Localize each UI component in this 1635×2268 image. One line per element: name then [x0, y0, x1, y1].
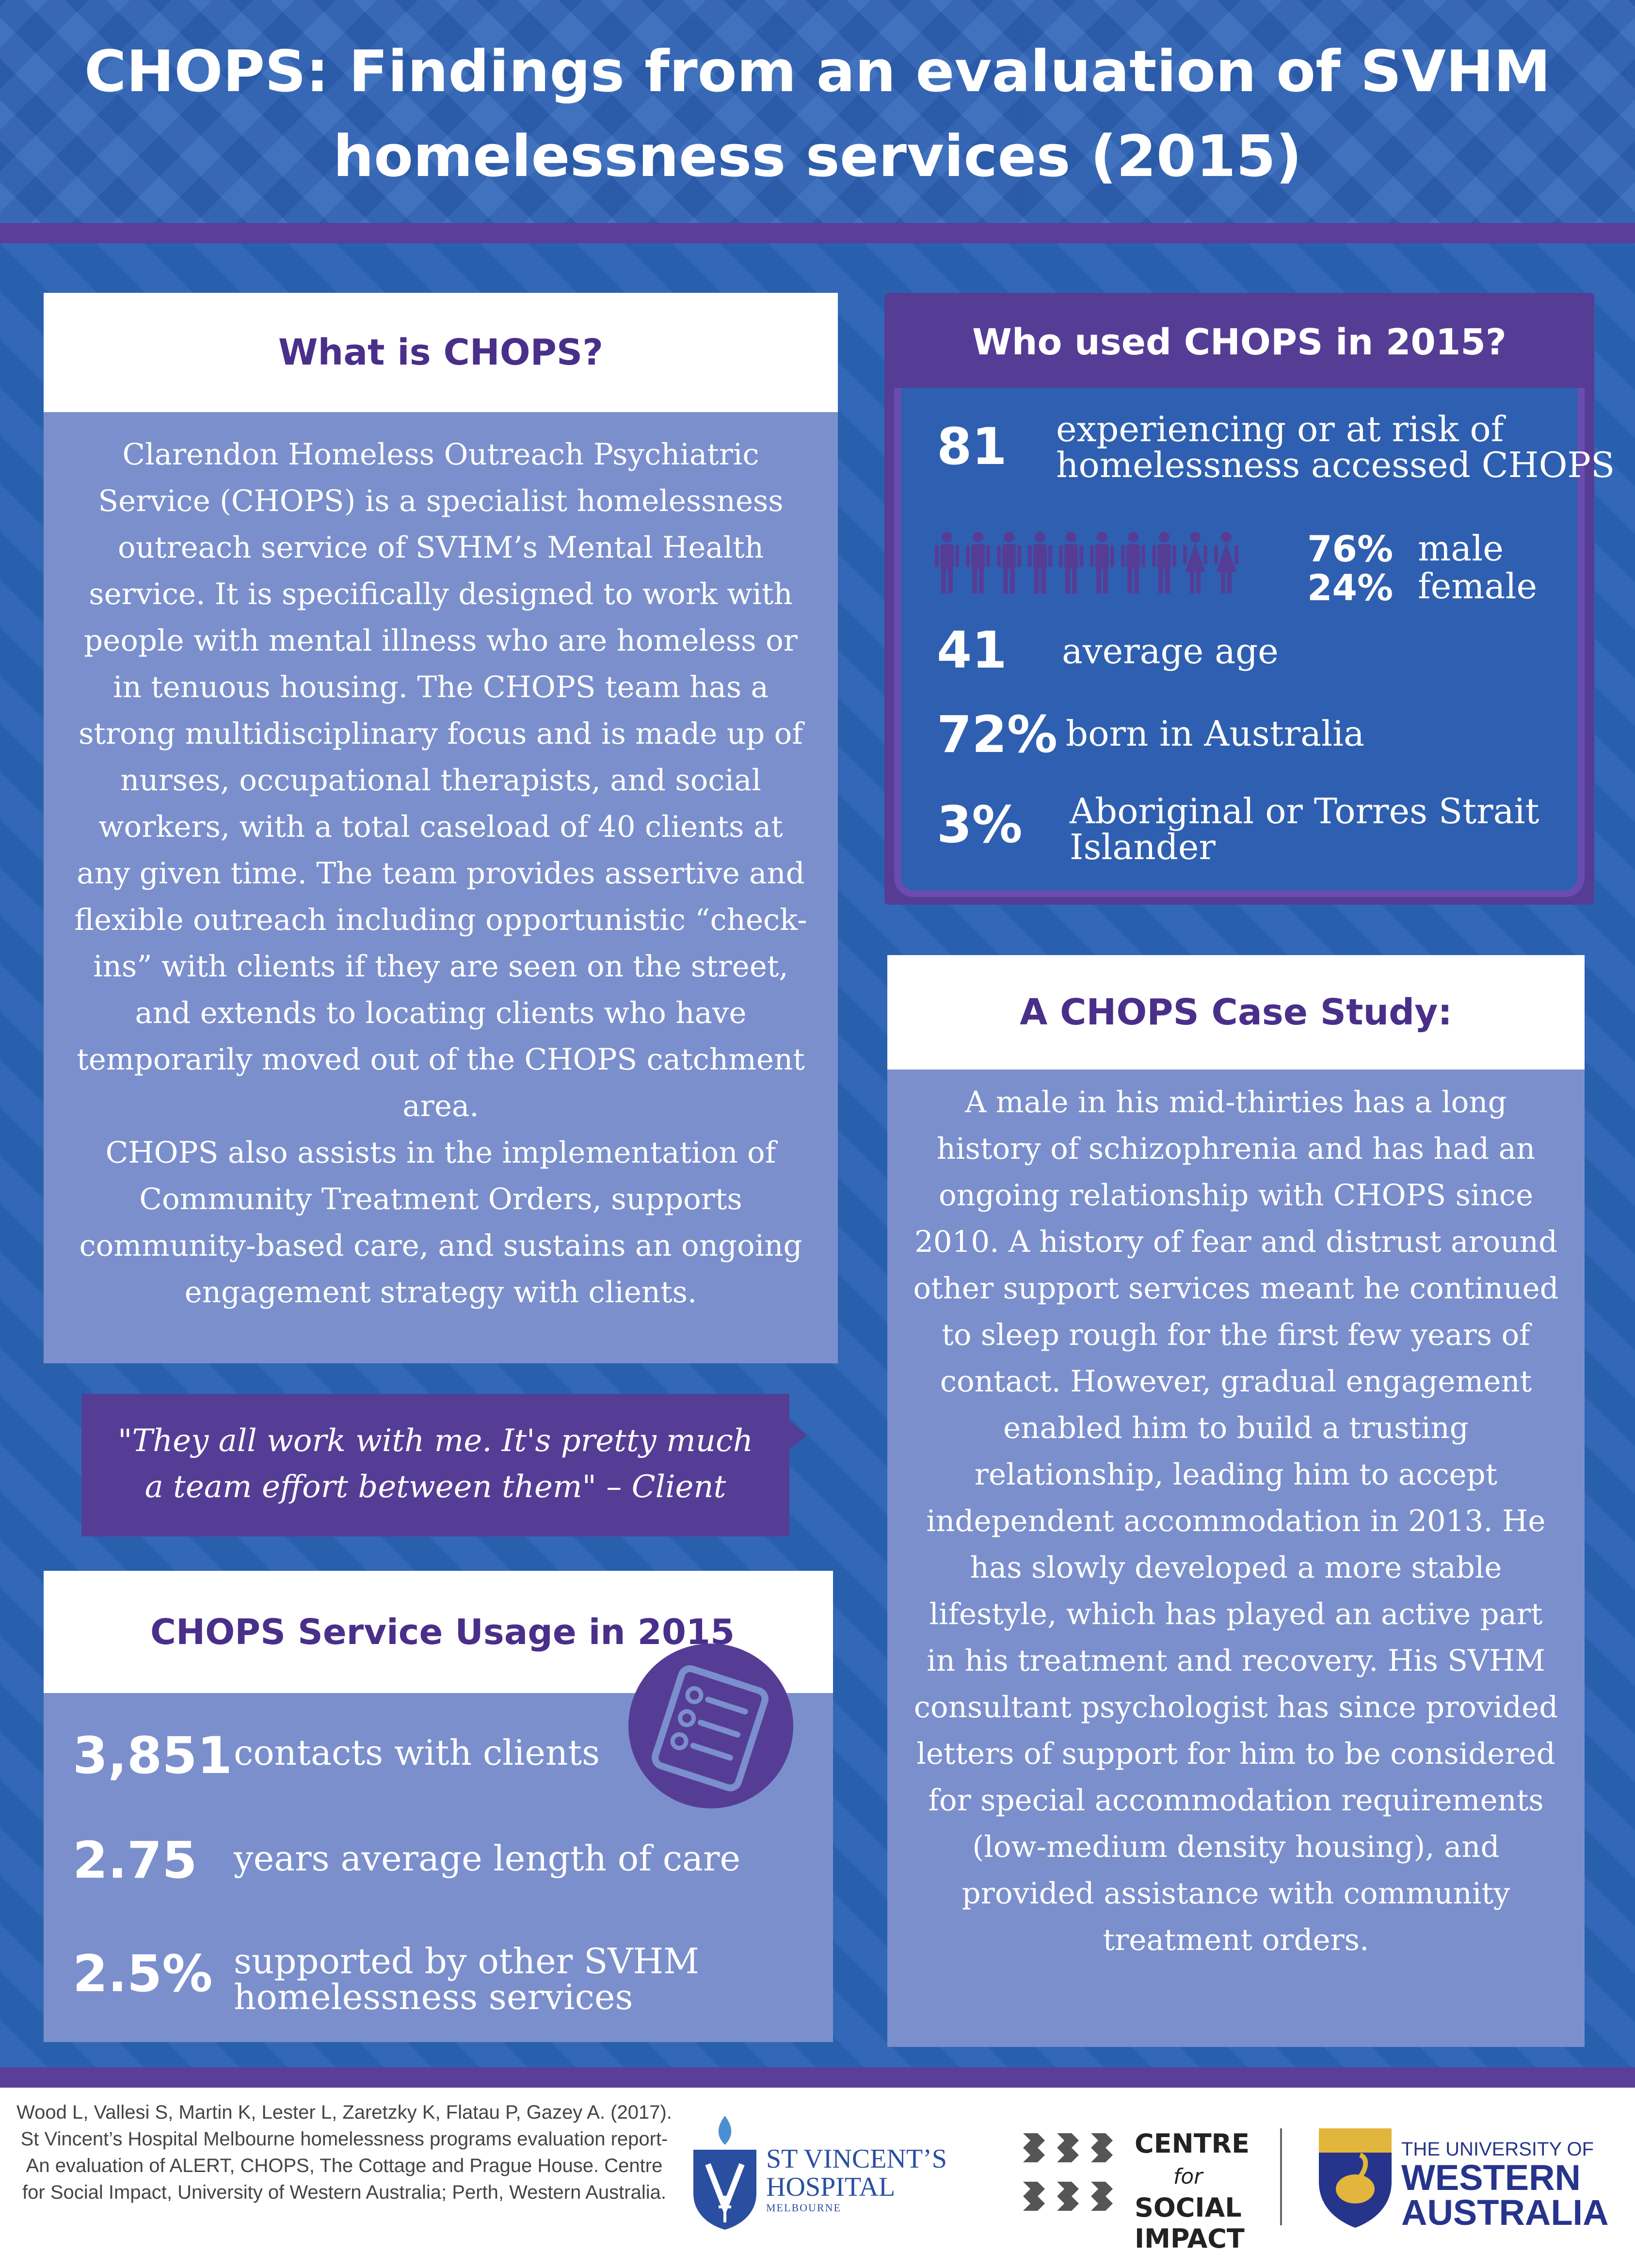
male-figure-icon	[935, 532, 959, 593]
age-value: 41	[937, 621, 1007, 680]
csi-line-4: IMPACT	[1135, 2223, 1245, 2254]
usage-contacts-label: contacts with clients	[234, 1732, 600, 1773]
uwa-line-2: WESTERN	[1401, 2157, 1581, 2198]
csi-line-3: SOCIAL	[1135, 2192, 1242, 2223]
usage-heading: CHOPS Service Usage in 2015	[150, 1612, 735, 1652]
what-is-panel: Clarendon Homeless Outreach Psychiatric …	[44, 412, 838, 1363]
female-pct: 24%	[1307, 567, 1394, 609]
who-used-panel	[894, 388, 1585, 897]
total-value: 81	[937, 417, 1007, 476]
quote-pointer	[789, 1421, 807, 1450]
logo-divider	[1280, 2128, 1282, 2225]
usage-supported-label-1: supported by other SVHM	[234, 1941, 699, 1981]
header-divider	[0, 223, 1635, 243]
uwa-crest-icon	[1319, 2128, 1392, 2228]
case-study-panel: A male in his mid-thirties has a long hi…	[887, 1070, 1585, 2047]
usage-supported-value: 2.5%	[73, 1944, 213, 2003]
header-banner	[0, 0, 1635, 223]
svhm-logo: ST VINCENT’S HOSPITAL MELBOURNE	[689, 2111, 960, 2232]
svhm-crest-icon	[693, 2116, 756, 2230]
total-label: experiencing or at risk of homelessness …	[1056, 411, 1615, 483]
svhm-line-2: HOSPITAL	[766, 2172, 896, 2202]
total-label-1: experiencing or at risk of	[1056, 409, 1504, 449]
checklist-icon	[628, 1644, 793, 1808]
client-quote-box: "They all work with me. It's pretty much…	[81, 1394, 789, 1536]
footer-divider	[0, 2067, 1635, 2088]
female-figure-icon	[1183, 532, 1207, 593]
case-study-heading: A CHOPS Case Study:	[1020, 991, 1452, 1033]
csi-grid-icon	[1023, 2133, 1113, 2211]
quote-line-2: a team effort between them" – Client	[144, 1469, 726, 1505]
atsi-label-2: Islander	[1070, 827, 1216, 867]
atsi-value: 3%	[937, 795, 1023, 854]
title-line-1: CHOPS: Findings from an evaluation of SV…	[84, 38, 1551, 105]
uwa-line-3: AUSTRALIA	[1401, 2192, 1609, 2233]
svhm-line-1: ST VINCENT’S	[766, 2144, 947, 2174]
usage-care-label: years average length of care	[234, 1838, 741, 1879]
born-value: 72%	[937, 705, 1058, 764]
csi-line-2: for	[1173, 2164, 1203, 2189]
age-label: average age	[1062, 631, 1279, 671]
uwa-logo: THE UNIVERSITY OF WESTERN AUSTRALIA	[1314, 2124, 1615, 2235]
svhm-line-3: MELBOURNE	[766, 2202, 841, 2214]
usage-care-value: 2.75	[73, 1831, 197, 1890]
csi-logo: CENTRE for SOCIAL IMPACT	[1018, 2128, 1280, 2254]
atsi-label-1: Aboriginal or Torres Strait	[1070, 791, 1539, 831]
citation: Wood L, Vallesi S, Martin K, Lester L, Z…	[16, 2102, 672, 2203]
what-is-heading-box: What is CHOPS?	[44, 293, 838, 412]
case-study-heading-box: A CHOPS Case Study:	[887, 955, 1585, 1070]
who-used-heading: Who used CHOPS in 2015?	[972, 321, 1507, 363]
usage-supported-label: supported by other SVHM homelessness ser…	[234, 1943, 699, 2015]
what-is-body-2: CHOPS also assists in the implementation…	[79, 1135, 802, 1310]
usage-supported-label-2: homelessness services	[234, 1977, 633, 2017]
uwa-line-1: THE UNIVERSITY OF	[1401, 2139, 1594, 2160]
what-is-body: Clarendon Homeless Outreach Psychiatric …	[74, 437, 807, 1123]
female-label: female	[1418, 566, 1538, 607]
title-line-2: homelessness services (2015)	[333, 123, 1302, 190]
atsi-label: Aboriginal or Torres Strait Islander	[1070, 793, 1539, 865]
born-label: born in Australia	[1066, 713, 1364, 754]
gender-pictogram	[935, 531, 1274, 594]
page-title: CHOPS: Findings from an evaluation of SV…	[58, 29, 1577, 199]
usage-contacts-value: 3,851	[73, 1726, 232, 1785]
case-study-body: A male in his mid-thirties has a long hi…	[913, 1085, 1559, 1957]
csi-line-1: CENTRE	[1135, 2128, 1250, 2159]
quote-line-1: "They all work with me. It's pretty much	[117, 1423, 753, 1459]
male-label: male	[1418, 528, 1504, 569]
male-pct: 76%	[1307, 528, 1394, 570]
total-label-2: homelessness accessed CHOPS	[1056, 445, 1615, 485]
what-is-heading: What is CHOPS?	[278, 332, 604, 373]
